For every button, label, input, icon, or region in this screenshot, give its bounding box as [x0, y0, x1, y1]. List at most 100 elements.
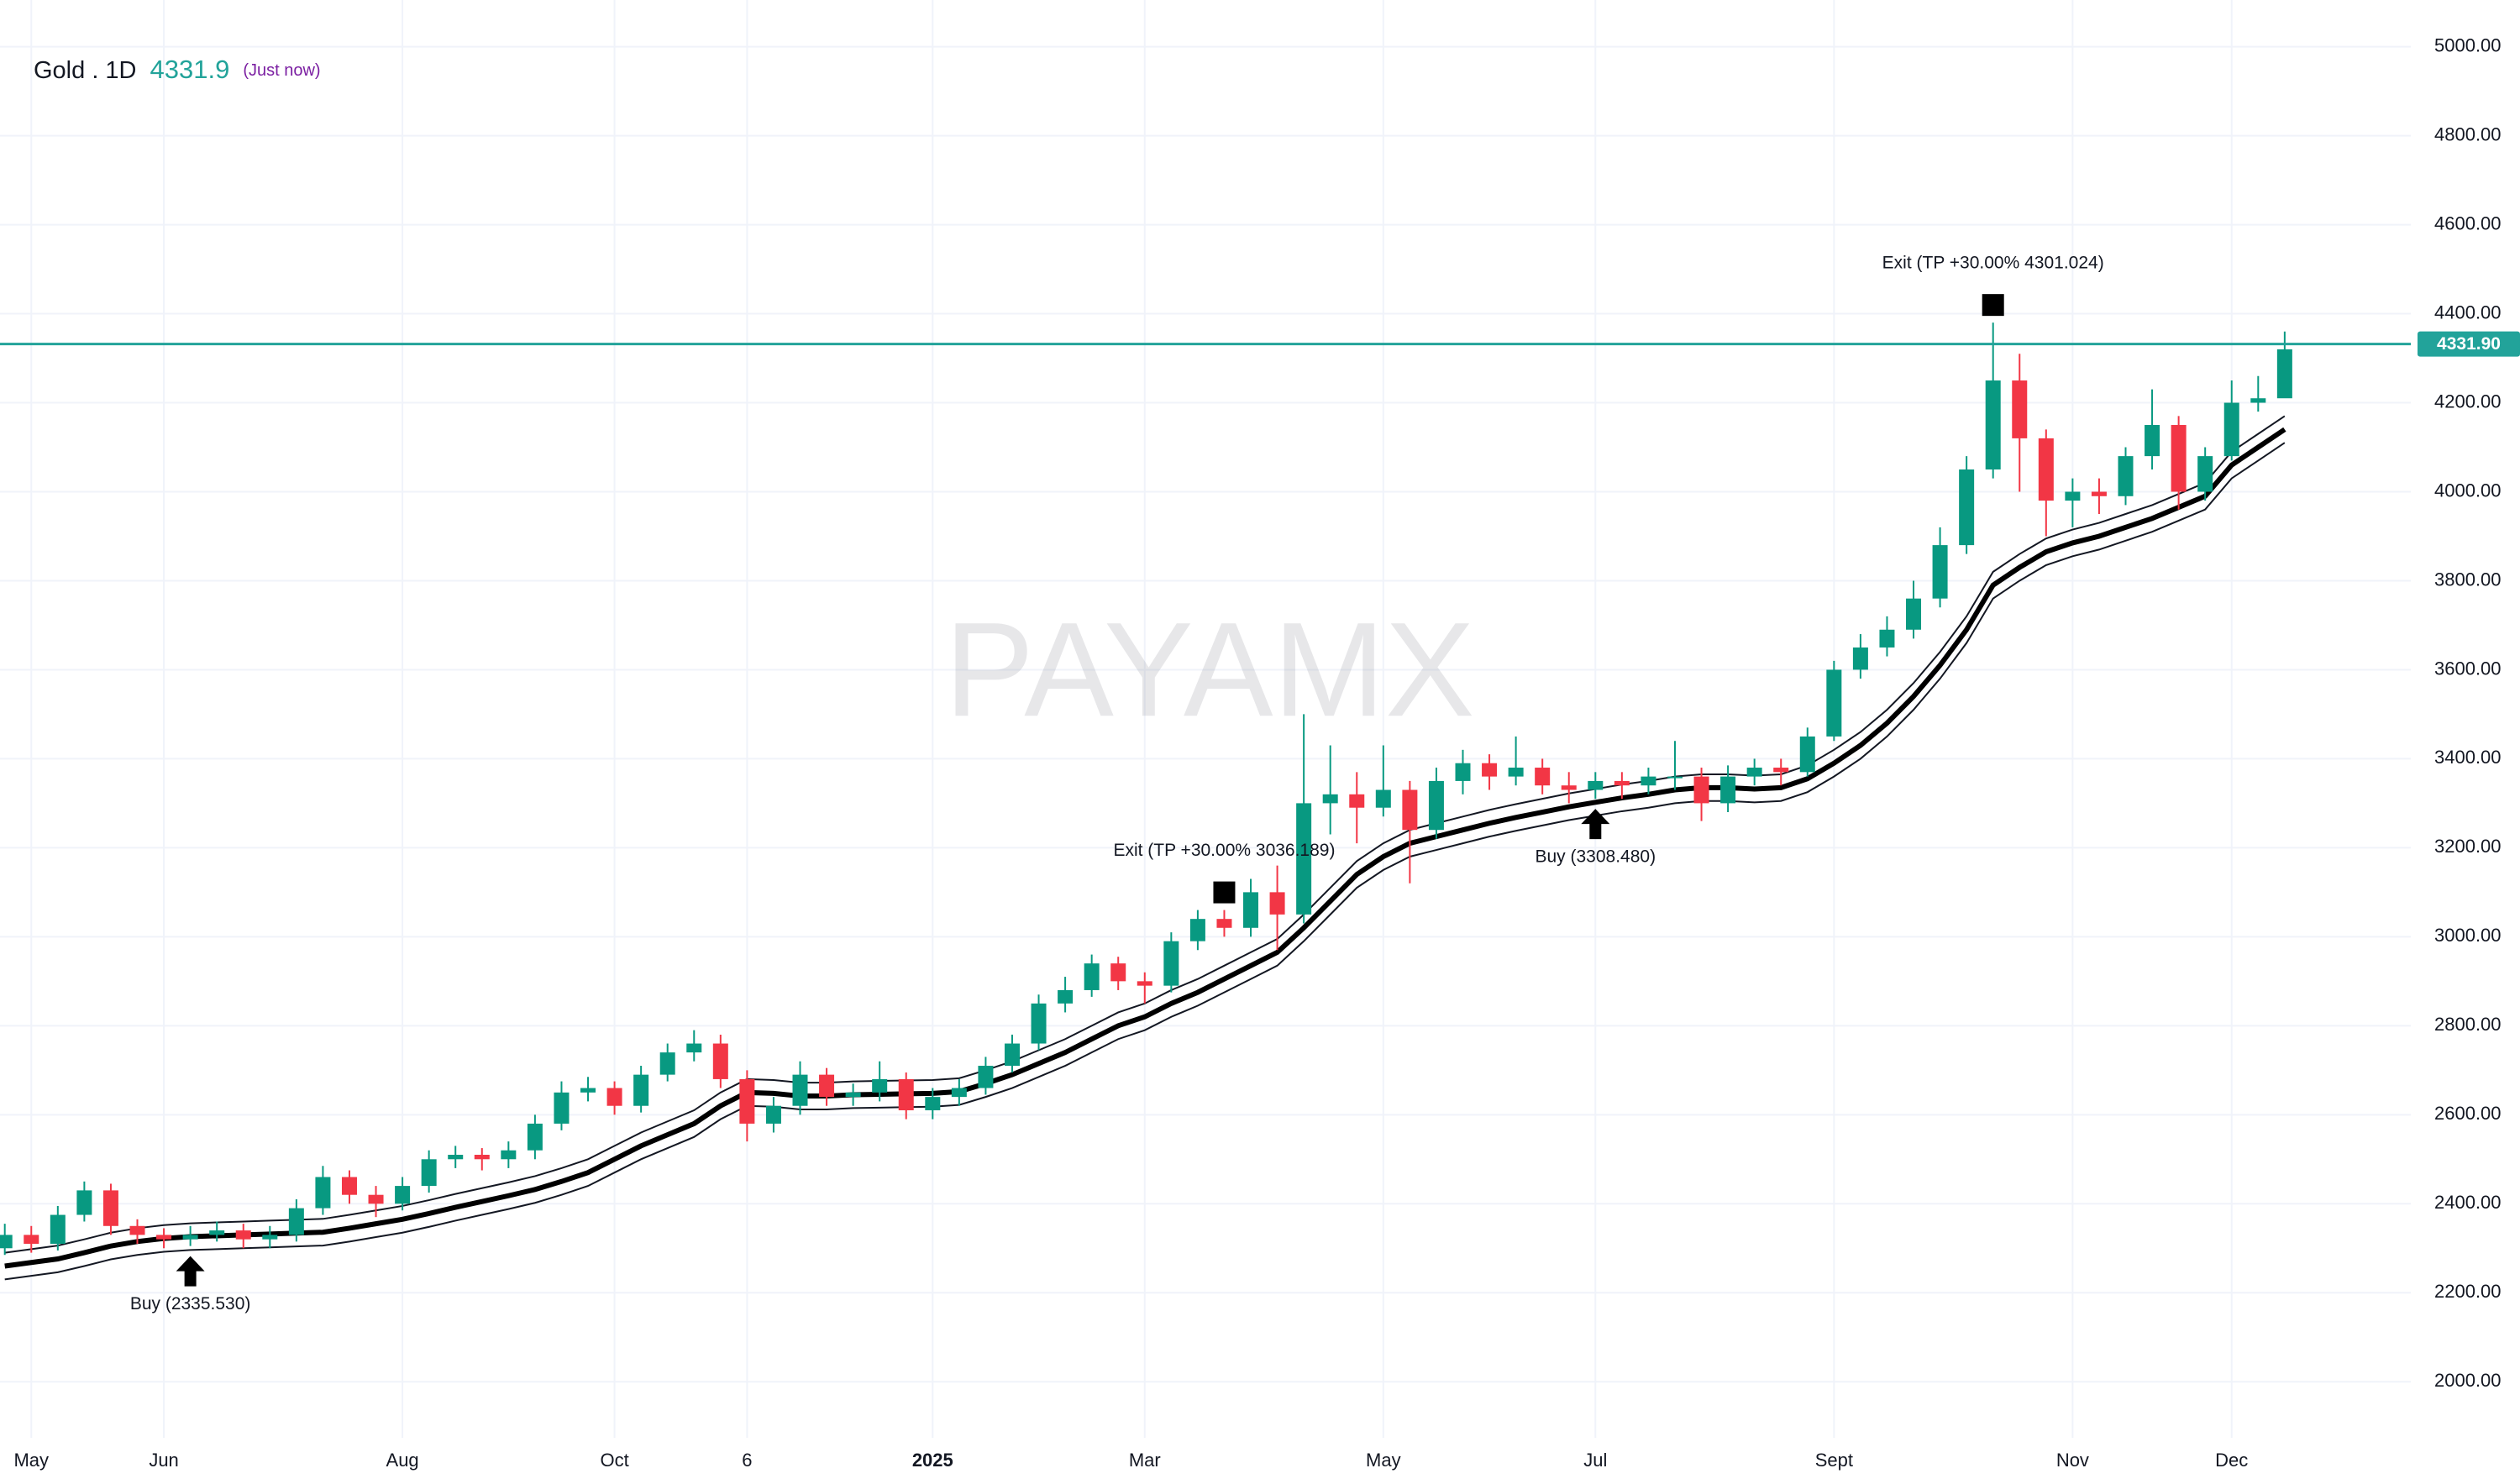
y-tick-label: 3200.00 — [2434, 836, 2502, 857]
candle-body — [712, 1043, 728, 1079]
y-tick-label: 3400.00 — [2434, 747, 2502, 768]
candle-body — [2145, 425, 2160, 457]
x-tick-label: 2025 — [912, 1450, 953, 1471]
candle-body — [501, 1150, 517, 1160]
candle-body — [1667, 776, 1683, 779]
x-tick-label: 6 — [742, 1450, 752, 1471]
candle-body — [978, 1066, 994, 1088]
candle-body — [1084, 963, 1100, 990]
candle-body — [421, 1159, 437, 1187]
candle-body — [315, 1177, 331, 1209]
candle-body — [0, 1235, 13, 1249]
y-tick-label: 2400.00 — [2434, 1192, 2502, 1213]
candle-body — [156, 1235, 172, 1240]
moving-average — [4, 427, 2286, 1269]
annotation-label: Exit (TP +30.00% 4301.024) — [1882, 254, 2104, 273]
x-tick-label: Aug — [386, 1450, 419, 1471]
candle-body — [739, 1078, 755, 1124]
candle-body — [1693, 776, 1709, 804]
annotation-label: Buy (2335.530) — [130, 1294, 251, 1314]
candle-body — [1137, 981, 1152, 986]
candle-body — [368, 1194, 384, 1204]
candle-body — [1243, 892, 1259, 928]
candle-body — [1535, 768, 1551, 786]
last-price: 4331.9 — [150, 55, 230, 84]
candle-body — [1508, 768, 1524, 777]
y-tick-label: 2200.00 — [2434, 1281, 2502, 1302]
candle-body — [1349, 794, 1365, 808]
candle-body — [633, 1074, 649, 1106]
plot — [0, 294, 2411, 1287]
candle-body — [1773, 768, 1789, 773]
candle-body — [1428, 780, 1444, 831]
candle-body — [1588, 780, 1604, 790]
candle-body — [474, 1155, 490, 1160]
candle-body — [1031, 1003, 1047, 1044]
y-tick-label: 5000.00 — [2434, 34, 2502, 55]
candle-body — [50, 1214, 66, 1244]
candle-body — [1852, 647, 1868, 670]
watermark: PAYAMX — [944, 594, 1474, 744]
candle-body — [448, 1155, 464, 1160]
candle-body — [1959, 469, 1975, 546]
x-tick-label: Nov — [2056, 1450, 2089, 1471]
x-tick-label: Dec — [2215, 1450, 2248, 1471]
candle-body — [2276, 349, 2292, 399]
candle-body — [2038, 438, 2054, 501]
header: Gold . 1D 4331.9 (Just now) — [34, 55, 321, 84]
y-tick-label: 4000.00 — [2434, 480, 2502, 501]
candle-body — [2012, 380, 2028, 438]
candle-body — [1296, 803, 1312, 915]
candle-body — [1641, 776, 1656, 786]
candle-body — [1746, 768, 1762, 777]
y-tick-label: 4600.00 — [2434, 212, 2502, 233]
exit-marker — [1213, 881, 1236, 904]
candle-body — [1720, 776, 1736, 804]
x-tick-label: Mar — [1129, 1450, 1161, 1471]
candle-body — [1189, 919, 1205, 941]
candle-body — [765, 1105, 781, 1124]
y-tick-label: 2000.00 — [2434, 1370, 2502, 1391]
candle-body — [686, 1043, 702, 1053]
candle-body — [1455, 763, 1471, 781]
y-tick-label: 4800.00 — [2434, 123, 2502, 144]
candle-body — [1932, 545, 1948, 599]
price-label-box — [2418, 331, 2520, 357]
buy-arrow — [176, 1256, 205, 1287]
candle-body — [1322, 794, 1338, 804]
candle-body — [527, 1123, 543, 1151]
candle-body — [1216, 919, 1232, 928]
candle-body — [1375, 789, 1391, 808]
candle-body — [2250, 398, 2266, 403]
candle-body — [872, 1078, 888, 1093]
candle-body — [845, 1092, 861, 1098]
y-tick-label: 4200.00 — [2434, 391, 2502, 412]
candle-body — [24, 1235, 39, 1244]
candle-body — [235, 1230, 251, 1240]
candle-body — [288, 1208, 304, 1235]
y-tick-label: 2800.00 — [2434, 1014, 2502, 1035]
status: (Just now) — [243, 61, 320, 80]
candle-body — [102, 1190, 118, 1226]
candle-body — [2091, 491, 2107, 496]
candle-body — [659, 1052, 675, 1075]
candle-body — [819, 1074, 835, 1098]
candle-body — [2171, 425, 2187, 492]
candle-body — [2118, 456, 2134, 496]
annotation-label: Buy (3308.480) — [1535, 847, 1656, 867]
buy-arrow — [1581, 809, 1610, 840]
y-tick-label: 2600.00 — [2434, 1103, 2502, 1124]
candle-body — [951, 1088, 967, 1098]
candle-body — [898, 1078, 914, 1111]
annotation-label: Exit (TP +30.00% 3036.189) — [1113, 841, 1335, 860]
candle-body — [2197, 456, 2213, 492]
x-tick-label: Jul — [1583, 1450, 1607, 1471]
candle-body — [341, 1177, 357, 1195]
candle-body — [1826, 669, 1842, 737]
candle-body — [1110, 963, 1126, 982]
envelope — [4, 442, 2286, 1281]
candle-body — [554, 1092, 570, 1124]
x-tick-label: May — [1366, 1450, 1401, 1471]
